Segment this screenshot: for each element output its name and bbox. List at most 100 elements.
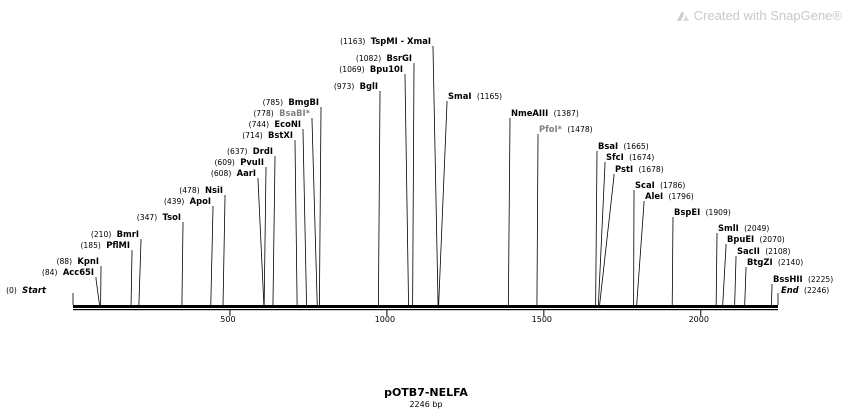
sequence-end-name: End xyxy=(781,285,800,295)
site-btgzi-label: BtgZI (2140) xyxy=(747,257,803,267)
site-scai-label: ScaI (1786) xyxy=(635,180,685,190)
site-drdi-line xyxy=(272,156,276,305)
site-drdi-position: (637) xyxy=(227,147,247,156)
site-drdi-label: (637) DrdI xyxy=(227,146,273,156)
site-sacii-line xyxy=(734,256,737,305)
site-pfoi-label: PfoI* (1478) xyxy=(539,124,593,134)
site-scai-name: ScaI xyxy=(635,180,655,190)
site-sacii-name: SacII xyxy=(737,246,760,256)
site-bpuei-label: BpuEI (2070) xyxy=(727,234,785,244)
site-econi-name: EcoNI xyxy=(274,119,301,129)
site-pvuii-position: (609) xyxy=(214,158,234,167)
site-btgzi-name: BtgZI xyxy=(747,257,773,267)
site-bpu10i-label: (1069) Bpu10I xyxy=(339,64,403,74)
site-bmgbi-line xyxy=(319,107,322,305)
site-btgzi-line xyxy=(744,267,747,305)
site-apoi-line xyxy=(210,206,214,305)
site-bsabi-line xyxy=(311,118,318,305)
site-pfoi-line xyxy=(536,134,539,305)
site-sacii-label: SacII (2108) xyxy=(737,246,791,256)
site-tspmi-xmai-line xyxy=(432,46,439,305)
plasmid-name: pOTB7-NELFA xyxy=(384,386,468,399)
site-nmeaiii-label: NmeAIII (1387) xyxy=(511,108,579,118)
site-bsai-label: BsaI (1665) xyxy=(598,141,649,151)
site-alei-position: (1796) xyxy=(668,192,693,201)
site-pflmi-position: (185) xyxy=(80,241,100,250)
site-apoi-name: ApoI xyxy=(190,196,211,206)
ruler-tick-label: 1500 xyxy=(532,315,552,324)
site-nmeaiii-line xyxy=(507,118,511,305)
watermark-text: Created with SnapGene® xyxy=(693,8,842,23)
site-bpu10i-name: Bpu10I xyxy=(370,64,403,74)
site-bsabi-label: (778) BsaBI* xyxy=(253,108,310,118)
site-tsoi-line xyxy=(181,222,184,305)
site-smli-label: SmlI (2049) xyxy=(718,223,769,233)
site-nsii-label: (478) NsiI xyxy=(179,185,223,195)
site-acc65i-line xyxy=(95,277,100,305)
plasmid-length: 2246 bp xyxy=(409,400,443,409)
site-bspei-label: BspEI (1909) xyxy=(674,207,731,217)
site-smai-line xyxy=(438,101,448,305)
site-bsrgi-line xyxy=(412,63,415,305)
site-aari-line xyxy=(257,178,265,305)
site-bsshii-line xyxy=(771,284,773,305)
site-bpuei-line xyxy=(722,244,727,305)
site-tspmi-xmai-name: TspMI - XmaI xyxy=(371,36,431,46)
site-smli-position: (2049) xyxy=(744,224,769,233)
site-sfci-name: SfcI xyxy=(606,152,624,162)
site-bgli-line xyxy=(378,91,381,305)
site-bmgbi-label: (785) BmgBI xyxy=(263,97,319,107)
site-psti-position: (1678) xyxy=(638,165,663,174)
site-bspei-position: (1909) xyxy=(706,208,731,217)
site-aari-label: (608) AarI xyxy=(211,168,256,178)
site-aari-position: (608) xyxy=(211,169,231,178)
site-alei-line xyxy=(636,201,645,305)
site-acc65i-label: (84) Acc65I xyxy=(42,267,94,277)
site-nmeaiii-position: (1387) xyxy=(554,109,579,118)
site-pvuii-line xyxy=(263,167,267,305)
site-acc65i-position: (84) xyxy=(42,268,58,277)
site-bstxi-position: (714) xyxy=(242,131,262,140)
site-btgzi-position: (2140) xyxy=(778,258,803,267)
site-bsshii-name: BssHII xyxy=(773,274,803,284)
site-pflmi-label: (185) PflMI xyxy=(80,240,130,250)
site-bstxi-label: (714) BstXI xyxy=(242,130,293,140)
site-bstxi-line xyxy=(294,140,298,305)
site-kpni-label: (88) KpnI xyxy=(57,256,100,266)
site-smli-line xyxy=(715,233,718,305)
ruler-tick-label: 1000 xyxy=(375,315,395,324)
site-scai-position: (1786) xyxy=(660,181,685,190)
site-tspmi-xmai-position: (1163) xyxy=(340,37,365,46)
site-bsrgi-position: (1082) xyxy=(356,54,381,63)
site-sacii-position: (2108) xyxy=(765,247,790,256)
sequence-start-label: (0) Start xyxy=(6,285,47,295)
site-acc65i-name: Acc65I xyxy=(63,267,94,277)
site-aari-name: AarI xyxy=(237,168,256,178)
site-smai-position: (1165) xyxy=(477,92,502,101)
site-bsabi-position: (778) xyxy=(253,109,273,118)
site-pflmi-name: PflMI xyxy=(106,240,130,250)
site-pvuii-name: PvuII xyxy=(240,157,264,167)
site-kpni-name: KpnI xyxy=(77,256,99,266)
site-smli-name: SmlI xyxy=(718,223,739,233)
site-pvuii-label: (609) PvuII xyxy=(214,157,264,167)
site-bmri-name: BmrI xyxy=(117,229,139,239)
site-nsii-position: (478) xyxy=(179,186,199,195)
site-drdi-name: DrdI xyxy=(253,146,273,156)
site-nsii-line xyxy=(222,195,226,305)
sequence-end-label: End (2246) xyxy=(781,285,829,295)
sequence-start-position: (0) xyxy=(6,286,17,295)
site-tsoi-label: (347) TsoI xyxy=(137,212,181,222)
site-bpuei-position: (2070) xyxy=(760,235,785,244)
sequence-start-name: Start xyxy=(22,285,47,295)
site-psti-name: PstI xyxy=(615,164,633,174)
site-bspei-line xyxy=(671,217,674,305)
site-tsoi-position: (347) xyxy=(137,213,157,222)
site-alei-name: AleI xyxy=(645,191,663,201)
site-bsrgi-label: (1082) BsrGI xyxy=(356,53,412,63)
site-sfci-position: (1674) xyxy=(629,153,654,162)
site-sfci-label: SfcI (1674) xyxy=(606,152,654,162)
site-tspmi-xmai-label: (1163) TspMI - XmaI xyxy=(340,36,431,46)
site-alei-label: AleI (1796) xyxy=(645,191,694,201)
